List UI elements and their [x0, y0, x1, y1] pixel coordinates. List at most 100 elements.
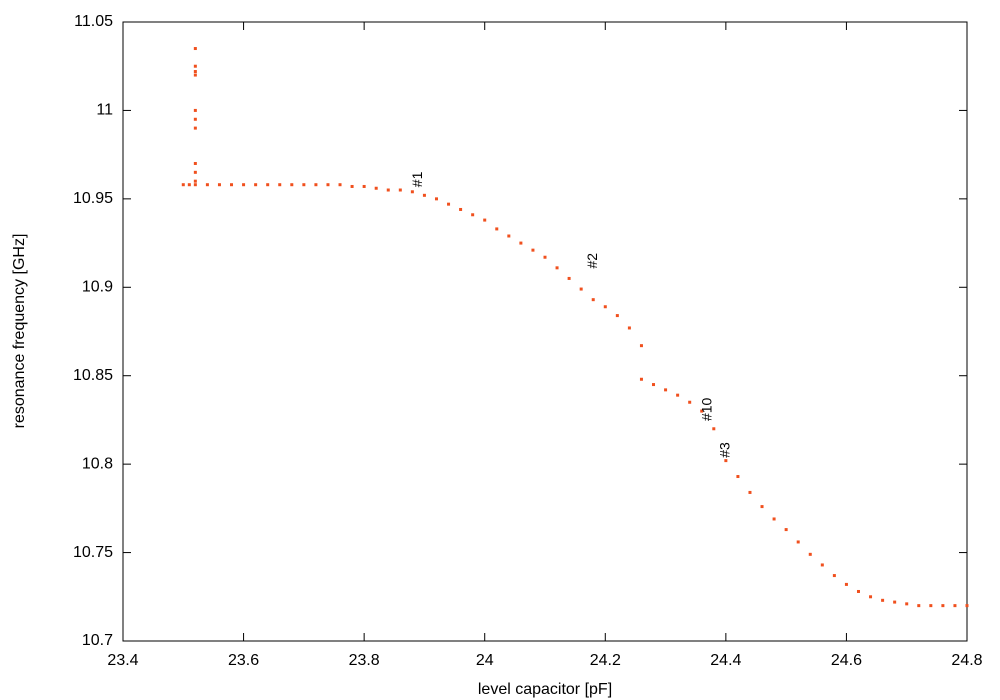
annotation: #10: [698, 397, 714, 421]
data-point: [326, 183, 330, 187]
data-point: [519, 241, 523, 245]
annotation: #1: [409, 171, 425, 187]
x-axis-label: level capacitor [pF]: [478, 681, 612, 698]
data-point: [254, 183, 258, 187]
y-tick-label: 10.8: [82, 455, 113, 472]
data-point: [434, 197, 438, 201]
data-point: [193, 179, 197, 183]
data-point: [808, 552, 812, 556]
data-point: [266, 183, 270, 187]
data-point: [531, 248, 535, 252]
data-point: [881, 598, 885, 602]
data-point: [676, 393, 680, 397]
data-point: [278, 183, 282, 187]
data-point: [386, 188, 390, 192]
data-point: [627, 326, 631, 330]
y-axis-label: resonance frequency [GHz]: [11, 234, 28, 429]
y-tick-label: 10.85: [73, 367, 113, 384]
data-point: [193, 183, 197, 187]
data-point: [748, 490, 752, 494]
data-point: [459, 207, 463, 211]
data-point: [953, 604, 957, 608]
data-point: [422, 193, 426, 197]
y-tick-label: 10.9: [82, 279, 113, 296]
data-point: [869, 595, 873, 599]
x-tick-label: 23.8: [349, 652, 380, 669]
data-point: [187, 183, 191, 187]
data-point: [205, 183, 209, 187]
data-point: [483, 218, 487, 222]
data-point: [603, 305, 607, 309]
data-point: [193, 161, 197, 165]
x-tick-label: 24.8: [951, 652, 982, 669]
data-point: [374, 186, 378, 190]
data-point: [242, 183, 246, 187]
data-point: [217, 183, 221, 187]
x-tick-label: 24.2: [590, 652, 621, 669]
data-point: [579, 287, 583, 291]
data-point: [784, 528, 788, 532]
plot-frame: [122, 21, 968, 642]
data-point: [193, 47, 197, 51]
data-point: [820, 563, 824, 567]
data-point: [724, 459, 728, 463]
data-point: [181, 183, 185, 187]
data-point: [410, 190, 414, 194]
data-point: [193, 70, 197, 74]
data-point: [362, 184, 366, 188]
x-tick-label: 24.4: [710, 652, 741, 669]
data-point: [664, 388, 668, 392]
data-point: [193, 108, 197, 112]
data-point: [338, 183, 342, 187]
data-point: [796, 540, 800, 544]
data-point: [615, 314, 619, 318]
data-point: [398, 188, 402, 192]
data-point: [543, 255, 547, 259]
data-point: [193, 73, 197, 77]
data-point: [760, 505, 764, 509]
data-point: [772, 517, 776, 521]
y-tick-label: 10.95: [73, 190, 113, 207]
data-point: [929, 604, 933, 608]
data-point: [302, 183, 306, 187]
data-point: [652, 383, 656, 387]
data-point: [290, 183, 294, 187]
data-point: [832, 574, 836, 578]
x-tick-label: 24: [476, 652, 494, 669]
data-point: [893, 600, 897, 604]
y-tick-label: 11: [96, 102, 113, 119]
data-point: [844, 582, 848, 586]
y-tick-label: 10.75: [73, 544, 113, 561]
x-tick-label: 23.6: [228, 652, 259, 669]
data-point: [917, 604, 921, 608]
data-point: [567, 276, 571, 280]
data-point: [507, 234, 511, 238]
data-point: [736, 475, 740, 479]
data-point: [639, 377, 643, 381]
data-point: [555, 266, 559, 270]
data-point: [856, 589, 860, 593]
annotation: #2: [584, 253, 600, 269]
y-tick-label: 10.7: [82, 632, 113, 649]
data-point: [905, 602, 909, 606]
data-point: [350, 184, 354, 188]
data-point: [471, 213, 475, 217]
x-tick-label: 24.6: [831, 652, 862, 669]
data-point: [941, 604, 945, 608]
data-point: [193, 117, 197, 121]
data-point: [230, 183, 234, 187]
data-point: [314, 183, 318, 187]
data-point: [700, 409, 704, 413]
data-point: [639, 344, 643, 348]
data-point: [193, 170, 197, 174]
data-point: [688, 400, 692, 404]
data-point: [193, 126, 197, 130]
y-tick-label: 11.05: [74, 13, 113, 30]
x-tick-label: 23.4: [107, 652, 138, 669]
data-point: [495, 227, 499, 231]
data-point: [447, 202, 451, 206]
data-point: [712, 427, 716, 431]
data-point: [965, 604, 969, 608]
data-point: [193, 64, 197, 68]
